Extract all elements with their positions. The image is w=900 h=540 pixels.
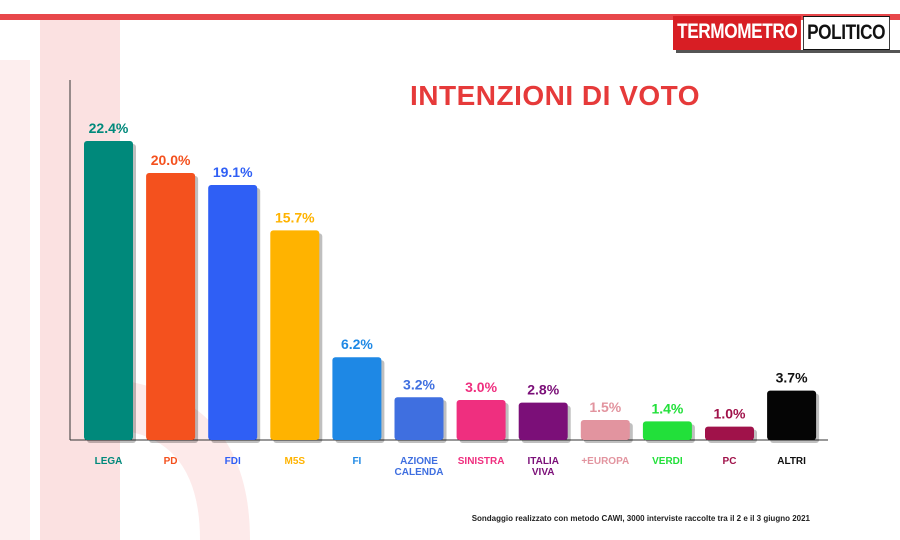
bar-m5s: [270, 230, 320, 440]
category-label-altri: ALTRI: [777, 456, 806, 467]
survey-footnote: Sondaggio realizzato con metodo CAWI, 30…: [471, 514, 810, 523]
bar-sinistra: [456, 399, 506, 440]
category-label-italia-viva: ITALIA VIVA: [527, 456, 558, 478]
bar-fi: [332, 357, 382, 440]
value-label-fi: 6.2%: [341, 336, 373, 352]
bar-pc: [705, 426, 754, 440]
category-label-verdi: VERDI: [652, 456, 683, 467]
value-label-azione-calenda: 3.2%: [403, 376, 435, 392]
category-label-europa: +EUROPA: [581, 456, 629, 467]
value-label-altri: 3.7%: [776, 370, 808, 386]
header-red-line: [0, 14, 900, 20]
bar-altri: [767, 390, 817, 440]
category-label-fdi: FDI: [225, 456, 241, 467]
category-label-azione-calenda: AZIONE CALENDA: [395, 456, 444, 478]
bar-italia-viva: [518, 402, 568, 440]
value-label-fdi: 19.1%: [213, 164, 253, 180]
category-label-fi: FI: [352, 456, 361, 467]
chart-title: INTENZIONI DI VOTO: [409, 80, 701, 111]
value-label-sinistra: 3.0%: [465, 379, 497, 395]
logo-part-politico: POLITICO: [802, 16, 890, 50]
bar-pd: [146, 173, 196, 441]
logo-part-termometro: TERMOMETRO: [673, 16, 801, 50]
category-label-pc: PC: [723, 456, 737, 467]
category-label-lega: LEGA: [95, 456, 123, 467]
bar-lega: [84, 141, 133, 440]
value-label-lega: 22.4%: [89, 120, 129, 136]
bar-verdi: [642, 421, 692, 440]
termometro-politico-logo[interactable]: TERMOMETRO POLITICO: [673, 16, 900, 50]
value-label-pd: 20.0%: [151, 152, 191, 168]
category-label-pd: PD: [164, 456, 178, 467]
category-label-m5s: M5S: [285, 456, 306, 467]
bar-fdi: [208, 185, 258, 440]
value-label-verdi: 1.4%: [651, 400, 683, 416]
value-label-italia-viva: 2.8%: [527, 382, 559, 398]
value-label-pc: 1.0%: [714, 406, 746, 422]
bar-azione-calenda: [394, 397, 444, 440]
category-label-sinistra: SINISTRA: [458, 456, 505, 467]
value-label-europa: 1.5%: [589, 399, 621, 415]
bar-europa: [580, 419, 630, 440]
value-label-m5s: 15.7%: [275, 209, 315, 225]
